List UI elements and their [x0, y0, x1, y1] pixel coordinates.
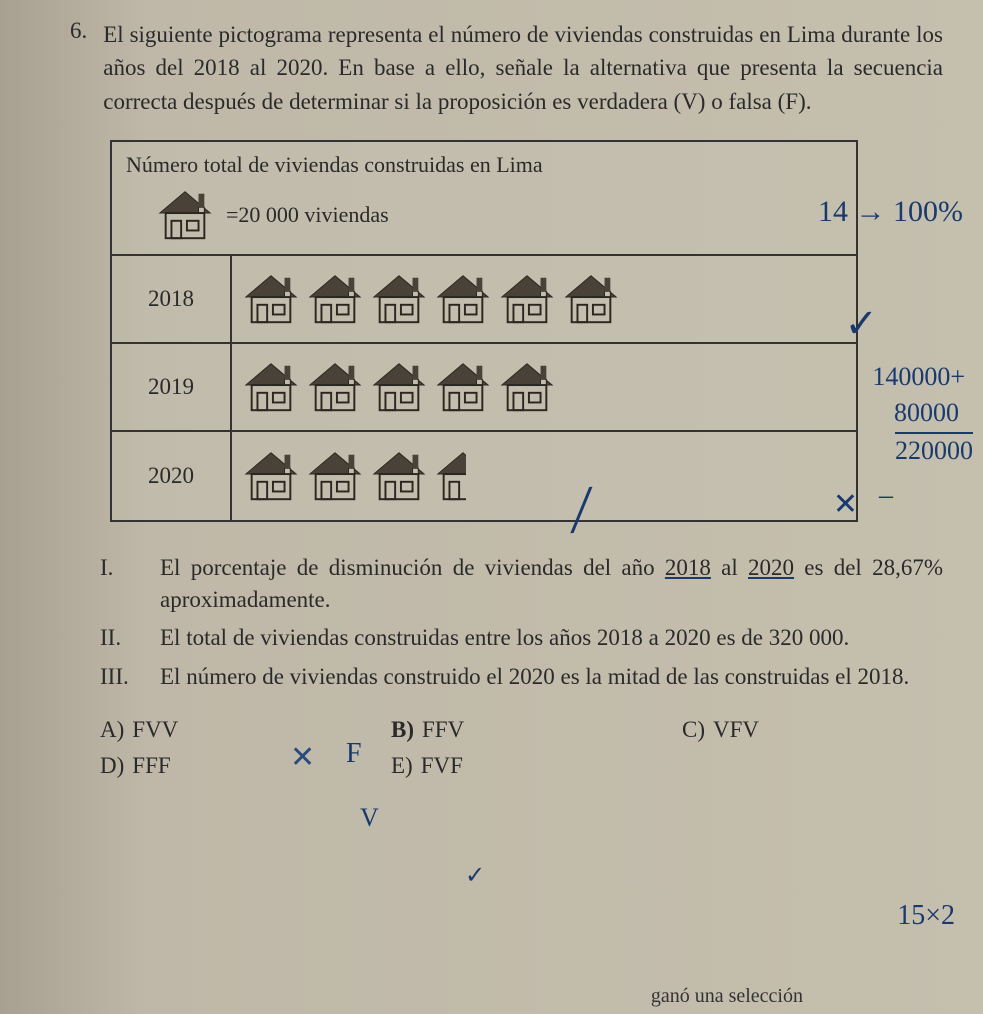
handwritten-f: F — [346, 738, 362, 770]
statement-2: II. El total de viviendas construidas en… — [100, 622, 943, 654]
pictogram-title: Número total de viviendas construidas en… — [126, 152, 842, 178]
house-icon — [434, 358, 492, 416]
options-grid: A) FVV B) FFV C) VFV D) FFF E) FVF — [100, 717, 943, 779]
question-text: El siguiente pictograma representa el nú… — [103, 18, 943, 118]
option-a[interactable]: A) FVV — [100, 717, 361, 743]
handwritten-v: V — [360, 803, 379, 833]
house-icon — [242, 270, 300, 328]
handwritten-x-320: ✕ — [290, 740, 315, 775]
handwritten-calc-1: 140000+ — [872, 362, 965, 392]
statement-3: III. El número de viviendas construido e… — [100, 661, 943, 693]
option-b[interactable]: B) FFV — [391, 717, 652, 743]
house-icon — [370, 358, 428, 416]
statement-3-text: El número de viviendas construido el 202… — [160, 661, 943, 693]
statement-1-text: El porcentaje de disminución de vivienda… — [160, 552, 943, 616]
option-e[interactable]: E) FVF — [391, 753, 652, 779]
statement-1: I. El porcentaje de disminución de vivie… — [100, 552, 943, 616]
house-icon — [242, 358, 300, 416]
house-icon — [498, 270, 556, 328]
year-cell: 2019 — [112, 344, 232, 430]
option-c-letter: C) — [682, 717, 705, 743]
house-icon — [562, 270, 620, 328]
roman-1: I. — [100, 552, 144, 616]
handwritten-dash-2020: ‒ — [879, 480, 893, 512]
option-b-value: FFV — [422, 717, 464, 743]
pictogram-row-2018: 2018 — [112, 256, 856, 344]
house-icon — [370, 270, 428, 328]
option-e-letter: E) — [391, 753, 413, 779]
pictogram-row-2019: 2019 — [112, 344, 856, 432]
handwritten-slash-2020: ╱ — [568, 487, 595, 534]
option-e-value: FVF — [421, 753, 463, 779]
house-icon — [306, 270, 364, 328]
house-icon — [370, 447, 428, 505]
question-header: 6. El siguiente pictograma representa el… — [70, 18, 943, 118]
handwritten-bottom-right: 15×2 — [897, 900, 955, 932]
house-icon — [306, 358, 364, 416]
option-d[interactable]: D) FFF — [100, 753, 361, 779]
footer-text: ganó una selección — [651, 985, 803, 1008]
roman-2: II. — [100, 622, 144, 654]
option-c[interactable]: C) VFV — [682, 717, 943, 743]
option-d-letter: D) — [100, 753, 124, 779]
pictogram-table: Número total de viviendas construidas en… — [110, 140, 858, 522]
handwritten-calc-3: 220000 — [895, 432, 973, 466]
houses-cell — [232, 344, 856, 430]
pictogram-header-cell: Número total de viviendas construidas en… — [112, 142, 856, 256]
legend-text: =20 000 viviendas — [226, 202, 389, 228]
option-d-value: FFF — [132, 753, 170, 779]
option-c-value: VFV — [713, 717, 759, 743]
year-cell: 2020 — [112, 432, 232, 520]
year-cell: 2018 — [112, 256, 232, 342]
option-a-letter: A) — [100, 717, 124, 743]
handwritten-check-2018: ✓ — [844, 300, 878, 347]
houses-cell — [232, 256, 856, 342]
house-icon — [434, 270, 492, 328]
handwritten-calc-2: 80000 — [894, 398, 959, 428]
legend-row: =20 000 viviendas — [126, 186, 842, 244]
statement-2-text: El total de viviendas construidas entre … — [160, 622, 943, 654]
question-number: 6. — [70, 18, 87, 118]
option-a-value: FVV — [132, 717, 178, 743]
pictogram-row-2020: 2020 — [112, 432, 856, 520]
handwritten-x-2020: ✕ — [833, 487, 858, 522]
house-icon — [156, 186, 214, 244]
roman-3: III. — [100, 661, 144, 693]
handwritten-top-right: 14 → 100% — [818, 195, 963, 229]
option-b-letter: B) — [391, 717, 414, 743]
house-icon — [498, 358, 556, 416]
house-icon — [242, 447, 300, 505]
houses-cell — [232, 432, 856, 520]
statements-block: I. El porcentaje de disminución de vivie… — [100, 552, 943, 693]
half-house-icon — [434, 447, 466, 505]
house-icon — [306, 447, 364, 505]
handwritten-b-check: ✓ — [465, 861, 485, 890]
